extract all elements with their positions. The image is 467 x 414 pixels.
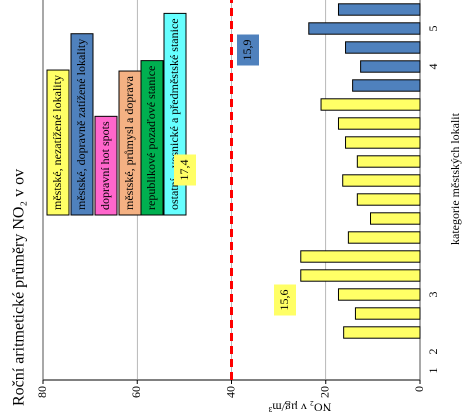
- legend-swatch: [94, 115, 118, 216]
- y-tick-label: 60: [129, 386, 143, 398]
- y-tick-label: 0: [412, 386, 426, 392]
- bar: [337, 117, 421, 130]
- legend-swatch: [46, 69, 70, 216]
- bar: [337, 288, 421, 301]
- bar: [360, 60, 421, 73]
- bar: [347, 231, 421, 244]
- legend-label: městské, nezatížené lokality: [50, 75, 64, 210]
- bar: [337, 3, 421, 16]
- bar: [300, 250, 421, 263]
- legend-item: městské, nezatížené lokality: [46, 69, 70, 216]
- annotation-label: 15,6: [277, 290, 291, 311]
- annotation: 17,4: [174, 154, 196, 186]
- bar: [320, 98, 421, 111]
- x-tick-label: 1: [426, 368, 440, 374]
- annotation: 15,6: [274, 284, 296, 316]
- legend-label: dopravní hot spots: [98, 121, 112, 210]
- legend-swatch: [140, 60, 164, 216]
- legend-label: městské, dopravně zatížené lokality: [74, 39, 88, 210]
- legend-item: městské, dopravně zatížené lokality: [70, 33, 94, 216]
- annotation-box: [174, 154, 196, 186]
- y-tick-label: 80: [35, 386, 49, 398]
- annotation-box: [237, 34, 259, 66]
- x-tick-label: 2: [426, 349, 440, 355]
- y-tick-label: 20: [318, 386, 332, 398]
- x-axis-label: kategorie městských lokalit: [448, 112, 462, 245]
- bar: [354, 307, 421, 320]
- x-tick-label: 5: [426, 26, 440, 32]
- annotation: 15,9: [237, 34, 259, 66]
- bar: [345, 136, 421, 149]
- y-axis-label: NO₂ v µg/m³: [268, 400, 331, 414]
- legend-item: dopravní hot spots: [94, 115, 118, 216]
- legend-item: městské, průmysl a doprava: [118, 70, 142, 216]
- bar: [300, 269, 421, 282]
- legend-swatch: [70, 33, 94, 216]
- y-tick-label: 40: [223, 386, 237, 398]
- legend-label: republikové pozaďové stanice: [144, 66, 158, 210]
- x-tick-label: 3: [426, 292, 440, 298]
- x-tick-label: 4: [426, 64, 440, 70]
- bar: [356, 193, 421, 206]
- bar: [345, 41, 421, 54]
- annotation-box: [274, 284, 296, 316]
- bar: [356, 155, 421, 168]
- chart-title: Roční aritmetické průměry NO₂ v ov: [11, 169, 28, 406]
- annotation-label: 15,9: [240, 40, 254, 61]
- bar: [343, 326, 421, 339]
- annotation-label: 17,4: [177, 160, 191, 181]
- bar: [308, 22, 421, 35]
- legend-label: městské, průmysl a doprava: [122, 75, 136, 210]
- bar: [370, 212, 421, 225]
- bar: [352, 79, 421, 92]
- legend-item: republikové pozaďové stanice: [140, 60, 164, 216]
- bar: [342, 174, 421, 187]
